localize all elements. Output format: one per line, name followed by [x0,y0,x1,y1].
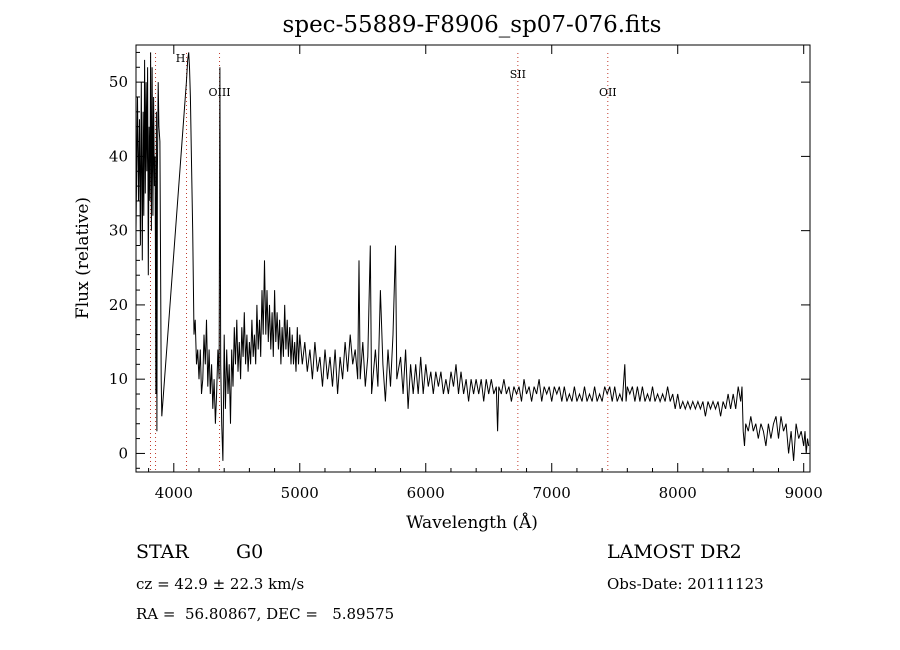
y-axis-ticks: 0 10 20 30 40 50 [109,51,810,469]
object-subclass: G0 [236,541,264,563]
chart-title: spec-55889-F8906_sp07-076.fits [283,12,662,38]
x-tick-label: 4000 [155,484,193,502]
x-axis-label: Wavelength (Å) [406,512,538,533]
y-tick-label: 30 [109,222,128,240]
survey-name: LAMOST DR2 [607,541,742,563]
emission-line-label: SII [510,68,526,81]
y-tick-label: 40 [109,147,128,165]
x-tick-label: 8000 [659,484,697,502]
x-tick-label: 6000 [407,484,445,502]
plot-frame [135,44,811,473]
x-tick-label: 5000 [281,484,319,502]
object-class: STAR [136,541,189,563]
redshift-value: cz = 42.9 ± 22.3 km/s [136,575,305,593]
spectrum-line [135,52,810,461]
x-tick-label: 7000 [533,484,571,502]
x-tick-label: 9000 [785,484,823,502]
coordinates: RA = 56.80867, DEC = 5.89575 [136,605,395,623]
y-tick-label: 10 [109,370,128,388]
observation-date: Obs-Date: 20111123 [607,575,764,593]
emission-line-label: H [176,52,186,65]
y-tick-label: 0 [118,444,128,462]
y-tick-label: 20 [109,296,128,314]
y-axis-label: Flux (relative) [73,197,93,319]
x-axis-ticks: 4000 5000 6000 7000 8000 9000 [148,45,823,502]
y-tick-label: 50 [109,73,128,91]
emission-line-label: OII [599,86,617,99]
